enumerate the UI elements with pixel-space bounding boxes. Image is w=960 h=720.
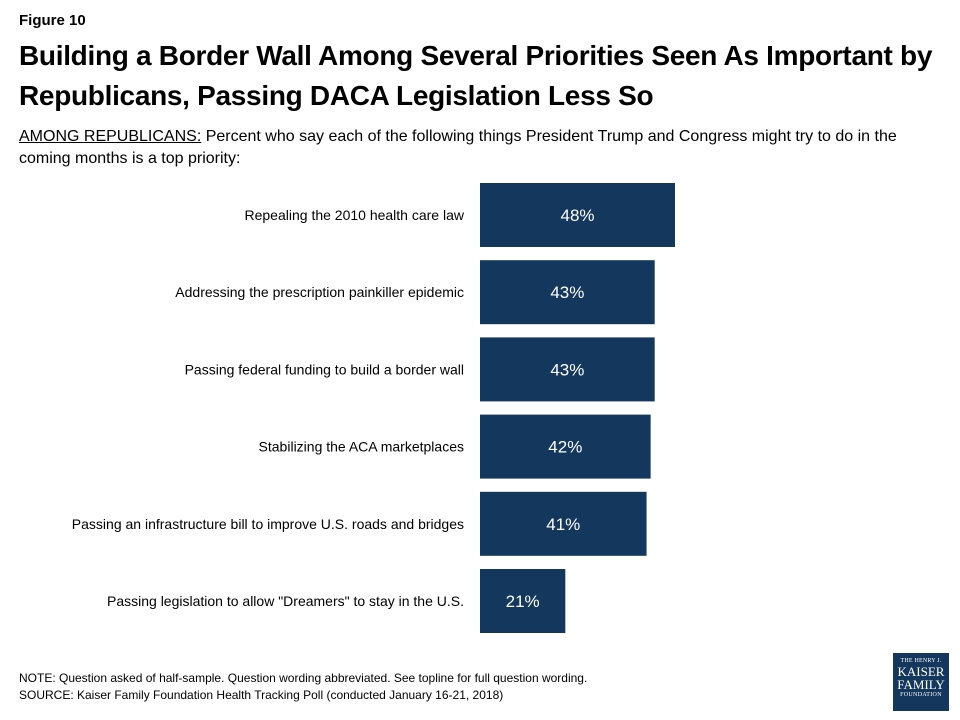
bar-value-label-2: 43% [550,283,584,302]
subtitle-lead: AMONG REPUBLICANS: [19,128,202,145]
category-label-5: Passing an infrastructure bill to improv… [72,516,464,532]
bar-4 [480,414,651,479]
bar-value-label-3: 43% [550,360,584,379]
source-text: SOURCE: Kaiser Family Foundation Health … [19,688,504,702]
bar-2 [480,260,655,325]
bar-5 [480,491,647,556]
footer: NOTE: Question asked of half-sample. Que… [19,670,587,704]
chart-title: Building a Border Wall Among Several Pri… [19,40,933,111]
logo-line-3: FAMILY [897,677,945,692]
category-label-2: Addressing the prescription painkiller e… [175,284,464,300]
bar-value-label-4: 42% [548,438,582,457]
bar-value-label-1: 48% [560,206,594,225]
logo-line-4: FOUNDATION [900,692,942,698]
bar-1 [480,183,675,247]
bar-6 [480,569,566,633]
note-text: NOTE: Question asked of half-sample. Que… [19,671,588,685]
bar-value-label-5: 41% [546,515,580,534]
logo-line-1: THE HENRY J. [900,658,942,664]
bar-value-label-6: 21% [506,592,540,611]
category-label-4: Stabilizing the ACA marketplaces [259,439,464,455]
category-label-1: Repealing the 2010 health care law [245,207,465,223]
category-label-6: Passing legislation to allow "Dreamers" … [107,593,464,609]
figure-label: Figure 10 [19,12,86,29]
category-label-3: Passing federal funding to build a borde… [185,361,464,377]
subtitle-rest: Percent who say each of the following th… [19,128,897,167]
bar-3 [480,337,655,402]
chart-subtitle: AMONG REPUBLICANS: Percent who say each … [19,126,944,170]
logo-line-2: KAISER [897,664,945,679]
kff-logo: THE HENRY J. KAISER FAMILY FOUNDATION [893,653,949,711]
